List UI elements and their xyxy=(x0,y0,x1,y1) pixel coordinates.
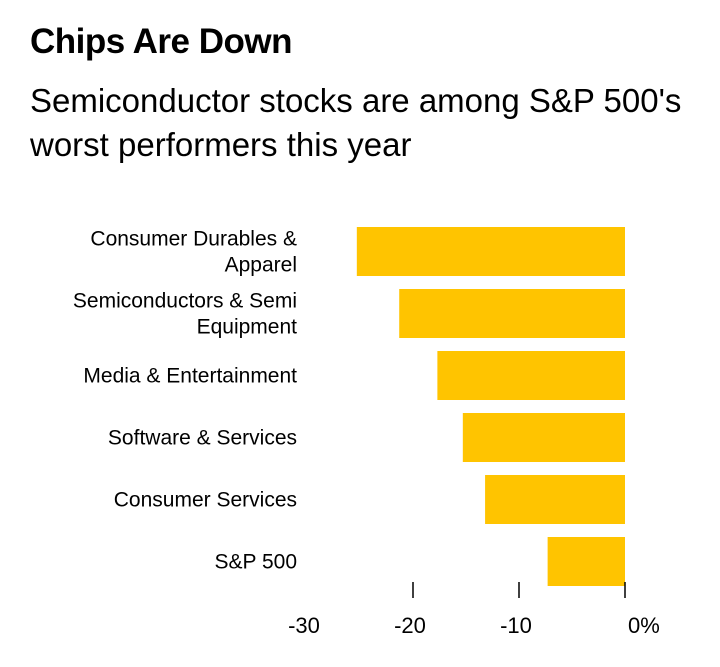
bar-0 xyxy=(356,227,625,276)
bar-1 xyxy=(399,289,625,338)
x-tick-label-0: -30 xyxy=(288,613,320,638)
category-label-1-line-0: Semiconductors & Semi xyxy=(73,290,297,313)
bar-4 xyxy=(485,475,625,524)
category-label-4: Consumer Services xyxy=(114,489,297,512)
x-tick-label-3: 0% xyxy=(628,613,660,638)
chart-subtitle: Semiconductor stocks are among S&P 500's… xyxy=(30,82,682,163)
x-tick-label-1: -20 xyxy=(394,613,426,638)
x-tick-label-2: -10 xyxy=(500,613,532,638)
bar-2 xyxy=(437,351,625,400)
category-label-3: Software & Services xyxy=(108,427,297,450)
category-label-0-line-0: Consumer Durables & xyxy=(90,228,297,251)
category-label-2: Media & Entertainment xyxy=(83,365,297,388)
chart-title: Chips Are Down xyxy=(30,22,293,61)
category-label-5: S&P 500 xyxy=(214,551,297,574)
bar-5 xyxy=(547,537,625,586)
category-label-1-line-1: Equipment xyxy=(197,316,298,339)
bar-3 xyxy=(462,413,625,462)
category-label-0-line-1: Apparel xyxy=(225,254,297,277)
